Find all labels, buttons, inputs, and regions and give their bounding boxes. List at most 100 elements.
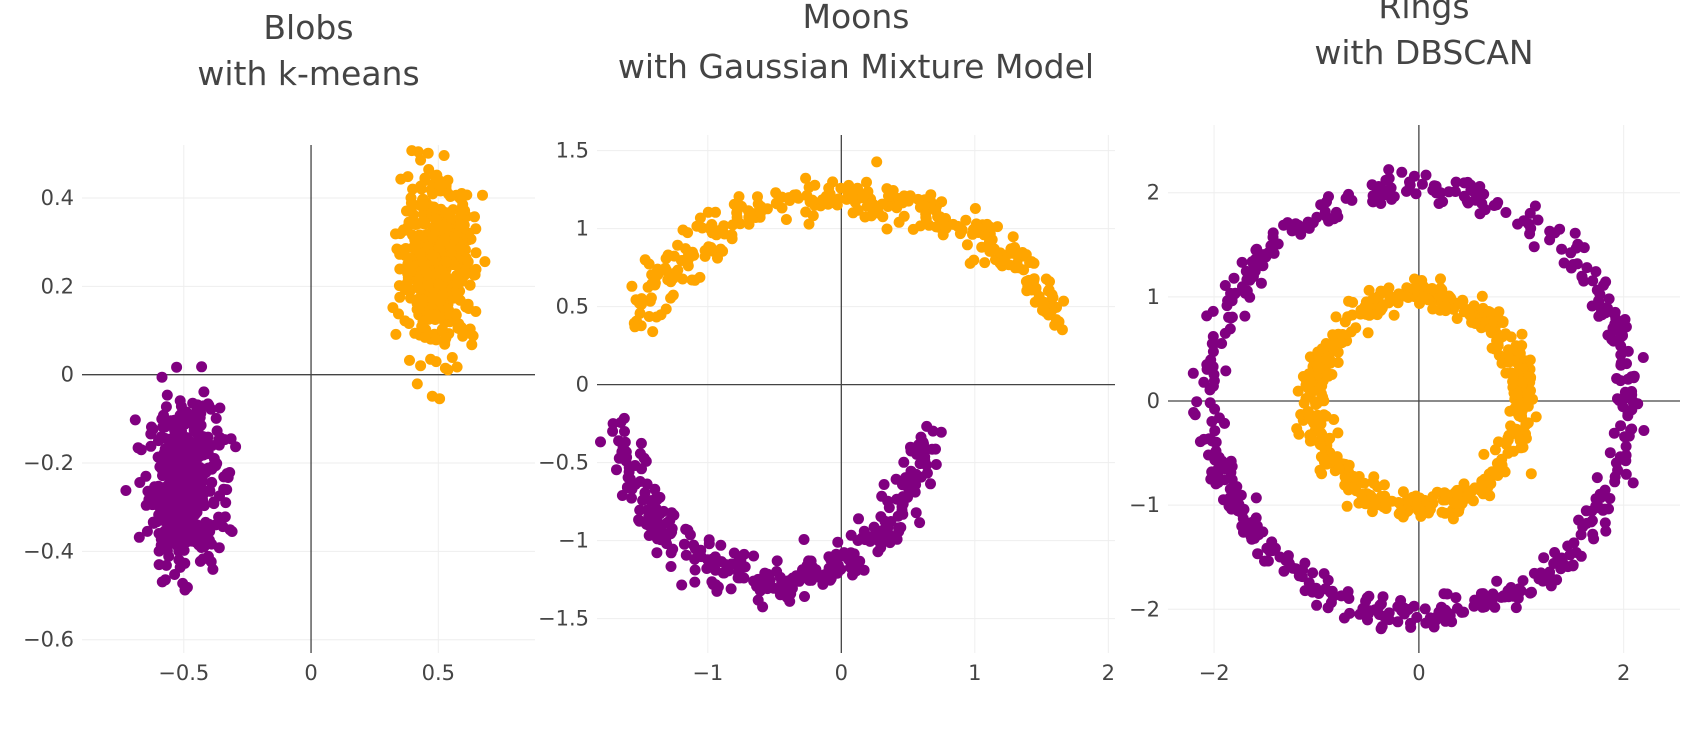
scatter-point [395,173,407,185]
scatter-point [893,522,904,534]
scatter-point [662,249,674,261]
scatter-point [881,223,893,235]
scatter-point [1622,410,1634,422]
scatter-point [799,591,810,602]
scatter-point [176,435,188,447]
scatter-point [623,466,635,478]
scatter-point [1208,375,1220,387]
scatter-point [1570,547,1582,558]
scatter-point [202,523,214,535]
scatter-point [1338,612,1350,624]
scatter-point [479,256,491,268]
scatter-point [710,564,721,576]
scatter-point [1627,477,1639,489]
scatter-point [680,549,692,561]
scatter-point [1255,277,1267,289]
scatter-point [440,270,452,282]
scatter-point [1410,188,1422,200]
scatter-point [678,538,690,550]
scatter-point [1604,447,1616,459]
scatter-point [390,328,402,340]
scatter-point [198,499,210,511]
scatter-point [470,263,482,275]
scatter-point [921,420,933,432]
scatter-point [641,478,653,490]
scatter-point [1317,391,1329,403]
scatter-point [699,245,711,257]
scatter-point [1517,377,1528,388]
scatter-point [616,490,628,501]
scatter-point [1538,552,1550,564]
scatter-point [466,339,478,351]
scatter-point [650,268,662,280]
scatter-point [647,326,659,338]
scatter-point [1204,397,1216,409]
scatter-point [165,532,177,544]
scatter-point [1307,567,1319,579]
scatter-point [850,565,862,577]
scatter-point [1510,602,1522,614]
scatter-point [1320,338,1332,349]
scatter-point [822,198,834,210]
x-tick-label: 1 [968,661,981,685]
scatter-point [1013,262,1025,274]
scatter-point [1044,276,1055,288]
scatter-point [1394,507,1406,519]
scatter-point [650,503,662,515]
scatter-point [823,182,835,194]
scatter-point [762,568,774,580]
scatter-point [1369,292,1381,304]
scatter-point [456,189,468,201]
y-tick-label: −1 [558,529,589,553]
scatter-point [728,547,740,559]
scatter-point [912,193,924,205]
scatter-point [898,456,910,468]
scatter-point [206,538,218,550]
scatter-series [387,145,491,405]
scatter-point [1571,258,1583,270]
scatter-point [755,207,766,219]
scatter-point [1517,575,1529,587]
scatter-point [1505,331,1517,343]
scatter-point [1267,227,1279,239]
scatter-point [1587,275,1599,287]
scatter-point [1420,169,1432,181]
scatter-point [175,400,187,412]
scatter-point [743,218,755,230]
scatter-point [169,569,181,580]
scatter-point [845,529,857,541]
x-tick-label: −1 [692,661,723,685]
scatter-point [1333,463,1345,475]
scatter-point [464,323,476,335]
scatter-point [1318,568,1330,580]
scatter-point [168,509,180,520]
scatter-point [668,509,680,521]
scatter-point [1522,394,1534,406]
scatter-point [409,327,421,339]
scatter-point [930,221,942,233]
scatter-point [934,211,946,223]
scatter-point [1241,285,1253,297]
scatter-point [1609,471,1621,483]
scatter-point [422,147,434,159]
scatter-point [1621,358,1632,370]
y-tick-label: 0 [576,373,589,397]
scatter-point [611,464,622,476]
scatter-point [1030,284,1042,296]
scatter-point [1042,285,1054,297]
scatter-point [222,472,234,483]
scatter-series [1291,273,1542,525]
scatter-point [1368,477,1380,489]
scatter-point [1588,533,1600,545]
scatter-point [1219,280,1231,291]
scatter-point [436,323,448,335]
scatter-point [1518,215,1530,227]
scatter-point [129,414,141,426]
scatter-point [1503,356,1515,368]
scatter-point [1228,272,1240,284]
scatter-point [176,478,188,490]
scatter-point [1448,303,1459,315]
scatter-point [643,311,655,322]
scatter-point [1316,468,1328,480]
scatter-point [890,473,902,485]
